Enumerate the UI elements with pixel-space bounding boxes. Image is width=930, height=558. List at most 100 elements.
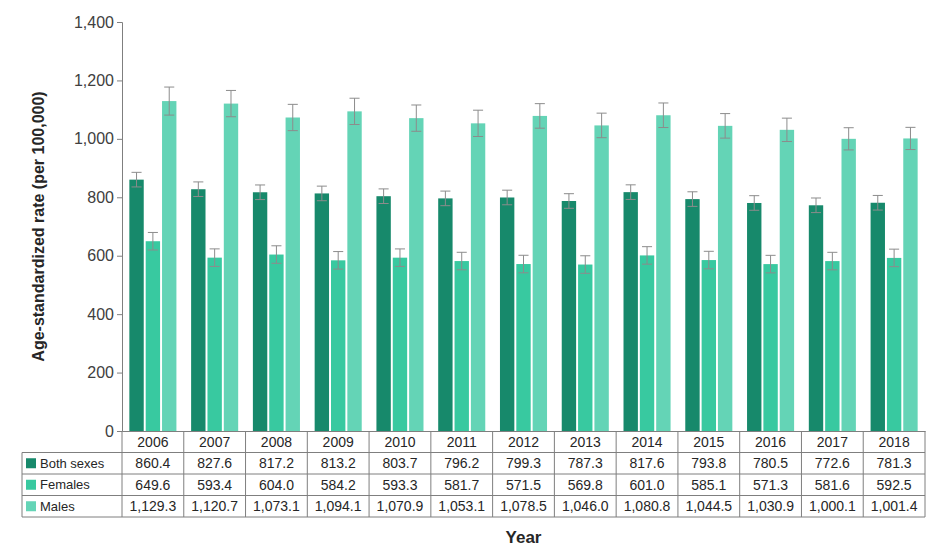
data-label: 1,078.5 xyxy=(500,498,547,514)
error-bar-stem xyxy=(214,249,215,267)
error-bar-stem xyxy=(910,127,911,149)
error-bar-cap xyxy=(905,127,915,128)
y-tick-mark xyxy=(117,314,122,315)
error-bar-cap xyxy=(132,172,142,173)
error-bar xyxy=(844,128,854,150)
x-tick-label: 2009 xyxy=(323,434,354,450)
bar xyxy=(269,255,283,431)
error-bar-cap xyxy=(782,141,792,142)
bar xyxy=(500,197,514,431)
x-tick-label: 2016 xyxy=(755,434,786,450)
error-bar-cap xyxy=(164,115,174,116)
error-bars xyxy=(132,172,883,212)
x-tick: 2013 xyxy=(570,434,601,450)
x-tick-label: 2013 xyxy=(570,434,601,450)
x-tick: 2011 xyxy=(447,434,477,450)
bar xyxy=(409,118,423,431)
legend-label: Females xyxy=(40,477,90,492)
error-bar-stem xyxy=(568,194,569,209)
x-axis: 2006200720082009201020112012201320142015… xyxy=(123,432,926,450)
data-label: 1,030.9 xyxy=(747,498,794,514)
error-bar xyxy=(580,256,590,274)
error-bar xyxy=(766,255,776,273)
data-label: 827.6 xyxy=(197,455,232,471)
data-label: 1,094.1 xyxy=(315,498,362,514)
error-bar-cap xyxy=(271,245,281,246)
error-bar-stem xyxy=(136,172,137,187)
y-tick-label: 600 xyxy=(87,247,114,264)
bar xyxy=(887,258,901,431)
data-label: 803.7 xyxy=(382,455,417,471)
error-bar-cap xyxy=(905,149,915,150)
y-tick: 800 xyxy=(87,189,122,206)
x-tick-label: 2014 xyxy=(631,434,662,450)
error-bar-cap xyxy=(271,263,281,264)
error-bar xyxy=(564,194,574,209)
error-bar xyxy=(411,105,421,131)
y-tick-label: 200 xyxy=(87,364,114,381)
error-bar-cap xyxy=(827,252,837,253)
data-label: 1,070.9 xyxy=(377,498,424,514)
error-bar-stem xyxy=(152,232,153,250)
error-bar-cap xyxy=(720,138,730,139)
bar xyxy=(455,261,469,431)
error-bar xyxy=(597,113,607,138)
error-bar-cap xyxy=(457,252,467,253)
table-line xyxy=(430,431,431,517)
bar xyxy=(162,101,176,431)
error-bar xyxy=(271,246,281,264)
error-bar-stem xyxy=(894,249,895,267)
error-bar-stem xyxy=(338,252,339,270)
error-bar-cap xyxy=(827,269,837,270)
data-label: 592.5 xyxy=(877,477,912,493)
bar xyxy=(685,199,699,431)
table-line xyxy=(677,431,678,517)
error-bar-cap xyxy=(148,232,158,233)
bar xyxy=(841,139,855,431)
error-bar xyxy=(687,192,697,207)
error-bar xyxy=(226,90,236,116)
bar xyxy=(393,258,407,431)
error-bar-cap xyxy=(210,248,220,249)
y-tick-mark xyxy=(117,22,122,23)
error-bar-cap xyxy=(704,268,714,269)
error-bar xyxy=(873,195,883,210)
bar xyxy=(516,264,530,431)
x-tick-label: 2017 xyxy=(817,434,848,450)
error-bar-stem xyxy=(523,255,524,273)
error-bar-cap xyxy=(580,273,590,274)
table-line xyxy=(22,453,23,518)
x-tick-label: 2008 xyxy=(261,434,292,450)
error-bar-stem xyxy=(292,104,293,130)
data-label: 584.2 xyxy=(321,477,356,493)
y-axis-title: Age-standardized rate (per 100,000) xyxy=(30,91,47,361)
error-bar-cap xyxy=(148,249,158,250)
error-bar-cap xyxy=(564,193,574,194)
error-bar-cap xyxy=(502,190,512,191)
data-label: 817.6 xyxy=(630,455,665,471)
error-bar-cap xyxy=(597,137,607,138)
x-tick: 2017 xyxy=(817,434,848,450)
table-line xyxy=(801,431,802,517)
table-line xyxy=(492,431,493,517)
y-axis: 02004006008001,0001,2001,400 xyxy=(74,14,123,440)
y-tick: 1,000 xyxy=(74,130,122,147)
bar xyxy=(640,255,654,431)
x-tick: 2007 xyxy=(199,434,230,450)
error-bar-cap xyxy=(226,90,236,91)
error-bar xyxy=(210,249,220,267)
error-bar xyxy=(811,198,821,213)
x-tick-label: 2015 xyxy=(693,434,724,450)
error-bar-stem xyxy=(478,110,479,136)
error-bar-stem xyxy=(260,185,261,200)
x-tick: 2010 xyxy=(384,434,415,450)
y-tick-label: 0 xyxy=(105,423,114,440)
y-tick-mark xyxy=(117,139,122,140)
error-bar-cap xyxy=(395,248,405,249)
data-label: 1,046.0 xyxy=(562,498,609,514)
y-axis-line xyxy=(117,23,123,432)
error-bar-cap xyxy=(440,205,450,206)
data-label: 780.5 xyxy=(753,455,788,471)
bar xyxy=(191,189,205,431)
error-bar xyxy=(333,252,343,270)
